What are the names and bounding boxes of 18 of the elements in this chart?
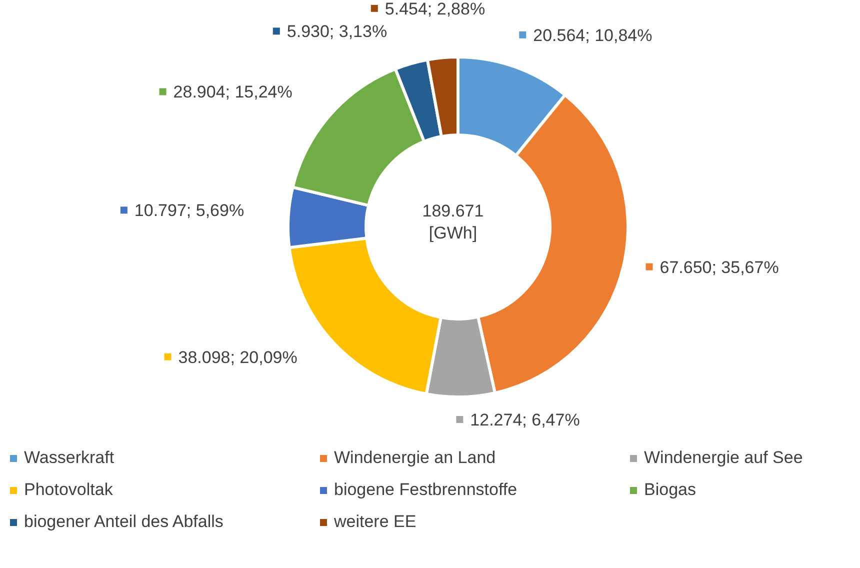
legend-label: Windenergie auf See [644, 448, 803, 468]
data-label: 28.904; 15,24% [173, 82, 292, 102]
data-label: 5.930; 3,13% [286, 22, 388, 42]
legend-label: biogener Anteil des Abfalls [24, 512, 224, 532]
legend-label: Windenergie an Land [334, 448, 496, 468]
legend-label: Biogas [644, 480, 696, 500]
legend-label: biogene Festbrennstoffe [334, 480, 518, 500]
data-label: 67.650; 35,67% [660, 258, 779, 277]
legend-label: Wasserkraft [24, 448, 114, 468]
text: [GWh] [428, 224, 478, 242]
legend-label: Photovoltak [24, 480, 113, 500]
data-label: 20.564; 10,84% [533, 26, 652, 45]
data-label: 38.098; 20,09% [178, 348, 298, 367]
data-label: 5.454; 2,88% [384, 0, 486, 18]
text: 189.671 [422, 202, 484, 220]
data-label: 12.274; 6,47% [470, 410, 580, 430]
data-label: 10.797; 5,69% [134, 201, 244, 220]
legend-label: weitere EE [334, 512, 416, 532]
